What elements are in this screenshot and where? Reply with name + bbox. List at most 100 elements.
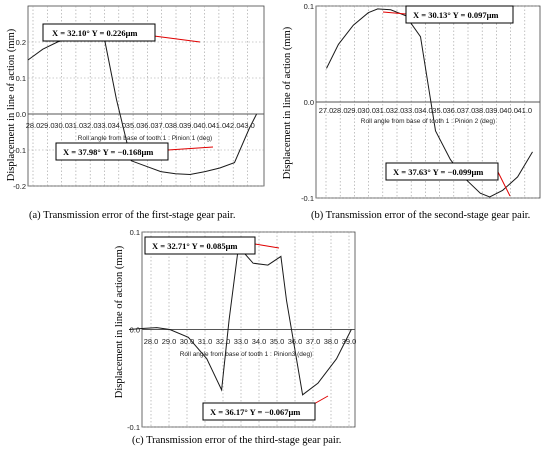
panel-c-annotation-box-min [202, 402, 316, 421]
panel-a: Displacement in line of action (mm) 0.2 0… [6, 5, 265, 191]
panel-b-y-tick-label: 0.1 [304, 2, 314, 11]
panel-b-x-tick-label: 31.0 [375, 106, 390, 115]
panel-a-frame [27, 5, 265, 187]
panel-c-ylabel: Displacement in line of action (mm) [114, 245, 125, 398]
panel-a-x-tick-label: 43.0 [240, 121, 255, 130]
panel-c-xlabel: Roll angle from base of tooth 1 : Pinion… [180, 351, 313, 358]
panel-c-y-tick-label: -0.1 [127, 423, 140, 432]
panel-b-leader-min [497, 171, 511, 197]
panel-c-series-line [128, 245, 352, 396]
caption-b: (b) Transmission error of the second-sta… [311, 210, 530, 221]
panel-b-annotation-min: X = 37.63° Y = −0.099μm [385, 162, 511, 197]
panel-a-x-tick-label: 38.0 [169, 121, 184, 130]
panel-b-x-tick-label: 38.0 [475, 106, 490, 115]
panel-b-x-tick-label: 27.0 [319, 106, 334, 115]
panel-c-x-tick-label: 28.0 [144, 337, 159, 346]
panel-a-x-ticks: 28.0 29.0 30.0 31.0 32.0 33.0 34.0 35.0 36.0 37.0… [26, 121, 255, 130]
panel-b-series [326, 8, 533, 198]
panel-a-y-tick-label: 0.2 [16, 38, 26, 47]
caption-c: (c) Transmission error of the third-stag… [132, 435, 341, 446]
panel-b-x-tick-label: 32.0 [390, 106, 405, 115]
panel-c-x-tick-label: 35.0 [270, 337, 285, 346]
panel-c-x-tick-label: 29.0 [162, 337, 177, 346]
panel-b-x-tick-label: 35.0 [432, 106, 447, 115]
panel-b-x-tick-label: 36.0 [446, 106, 461, 115]
panel-a-annotation-min-text: X = 37.98° Y = −0.168μm [63, 147, 153, 157]
panel-a-xlabel: Roll angle from base of tooth 1 : Pinion… [78, 135, 212, 142]
panel-a-x-tick-label: 29.0 [40, 121, 55, 130]
panel-a-annotation-box-min [55, 142, 169, 161]
panel-a-annotation-max-text: X = 32.10° Y = 0.226μm [52, 28, 138, 38]
panel-a-x-tick-label: 32.0 [83, 121, 98, 130]
panel-c-leader-max [254, 243, 280, 249]
panel-a-y-tick-label: 0.1 [16, 74, 26, 83]
panel-b-x-tick-label: 30.0 [361, 106, 376, 115]
panel-b-x-tick-label: 37.0 [461, 106, 476, 115]
panel-a-x-tick-label: 41.0 [212, 121, 227, 130]
panel-c-y-tick-label: 0.1 [130, 228, 140, 237]
panel-b-annotation-box-min [385, 162, 499, 181]
panel-b-y-tick-label: -0.1 [301, 194, 314, 203]
caption-a: (a) Transmission error of the first-stag… [29, 210, 235, 221]
panel-a-y-ticks: 0.2 0.1 0.0 -0.1 -0.2 [13, 38, 26, 191]
panel-b-annotation-max-text: X = 30.13° Y = 0.097μm [413, 10, 499, 20]
panel-c-x-tick-label: 33.0 [234, 337, 249, 346]
panel-a-y-tick-label: 0.0 [16, 110, 26, 119]
panel-c: Displacement in line of action (mm) 0.10… [114, 228, 356, 432]
panel-c-x-tick-label: 37.0 [306, 337, 321, 346]
panel-a-x-tick-label: 35.0 [126, 121, 141, 130]
panel-b: Displacement in line of action (mm) 0.10… [282, 2, 541, 203]
panel-a-x-tick-label: 39.0 [183, 121, 198, 130]
panel-a-x-tick-label: 33.0 [97, 121, 112, 130]
panel-b-x-ticks: 27.0 28.0 29.0 30.0 31.0 32.0 33.0 34.0 35.0 36.0… [319, 106, 532, 115]
panel-a-x-tick-label: 42.0 [226, 121, 241, 130]
panel-b-grid [315, 5, 541, 199]
panel-a-annotation-max: X = 32.10° Y = 0.226μm [42, 23, 201, 43]
panel-b-annotation-box-max [405, 5, 514, 24]
panel-b-ylabel: Displacement in line of action (mm) [282, 26, 293, 179]
panel-c-annotation-min: X = 36.17° Y = −0.067μm [202, 395, 329, 421]
panel-b-series-line [326, 8, 533, 198]
panel-b-annotation-max: X = 30.13° Y = 0.097μm [382, 5, 514, 24]
panel-b-x-tick-label: 41.0 [517, 106, 532, 115]
panel-c-x-ticks: 28.0 29.0 30.0 31.0 32.0 33.0 34.0 35.0 36.0 37.0… [144, 337, 357, 346]
panel-b-x-tick-label: 29.0 [347, 106, 362, 115]
panel-a-annotation-box-max [42, 23, 156, 42]
panel-a-ylabel: Displacement in line of action (mm) [6, 28, 17, 181]
panel-a-x-tick-label: 40.0 [197, 121, 212, 130]
panel-a-x-tick-label: 31.0 [69, 121, 84, 130]
panel-c-y-tick-label: 0.0 [130, 326, 140, 335]
panel-b-y-tick-label: 0.0 [304, 98, 314, 107]
panel-b-x-tick-label: 33.0 [404, 106, 419, 115]
panel-c-annotation-max-text: X = 32.71° Y = 0.085μm [152, 241, 238, 251]
panel-a-leader-min [167, 146, 214, 151]
panel-c-x-tick-label: 39.0 [342, 337, 357, 346]
panel-b-x-tick-label: 40.0 [503, 106, 518, 115]
panel-c-annotation-box-max [144, 236, 256, 255]
panel-b-annotation-min-text: X = 37.63° Y = −0.099μm [393, 167, 483, 177]
panel-b-x-tick-label: 39.0 [489, 106, 504, 115]
panel-a-annotation-min: X = 37.98° Y = −0.168μm [55, 142, 214, 161]
panel-a-y-tick-label: -0.1 [13, 146, 26, 155]
panel-c-x-tick-label: 38.0 [324, 337, 339, 346]
panel-c-annotation-max: X = 32.71° Y = 0.085μm [144, 236, 280, 255]
panel-c-x-tick-label: 30.0 [180, 337, 195, 346]
panel-c-annotation-min-text: X = 36.17° Y = −0.067μm [210, 407, 300, 417]
panel-b-x-tick-label: 34.0 [418, 106, 433, 115]
panel-a-x-tick-label: 28.0 [26, 121, 41, 130]
panel-c-series [128, 245, 352, 396]
panel-b-y-ticks: 0.1 0.0 -0.1 [301, 2, 314, 203]
panel-c-x-tick-label: 34.0 [252, 337, 267, 346]
panel-a-x-tick-label: 34.0 [111, 121, 126, 130]
panel-b-xlabel: Roll angle from base of tooth 1 : Pinion… [361, 118, 495, 125]
panel-a-leader-max [153, 35, 201, 43]
panel-c-x-tick-label: 31.0 [198, 337, 213, 346]
panel-c-x-tick-label: 36.0 [288, 337, 303, 346]
panel-b-leader-max [382, 11, 407, 15]
panel-a-x-tick-label: 36.0 [140, 121, 155, 130]
panel-c-y-ticks: 0.1 0.0 -0.1 [127, 228, 140, 432]
panel-c-grid [141, 231, 356, 428]
panel-a-x-tick-label: 30.0 [54, 121, 69, 130]
panel-b-x-tick-label: 28.0 [333, 106, 348, 115]
